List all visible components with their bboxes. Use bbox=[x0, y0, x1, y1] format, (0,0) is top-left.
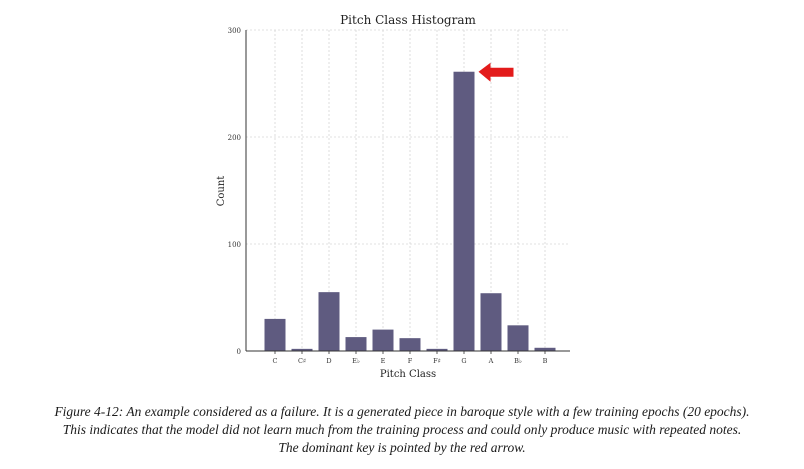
bar-1 bbox=[291, 348, 313, 351]
y-tick-label: 100 bbox=[228, 241, 241, 249]
bars bbox=[264, 71, 556, 351]
bar-10 bbox=[534, 347, 556, 351]
caption-line: Figure 4-12: An example considered as a … bbox=[54, 404, 750, 419]
caption-line: This indicates that the model did not le… bbox=[62, 422, 742, 437]
x-tick-label: A bbox=[488, 357, 494, 365]
pitch-class-histogram: 0 100 200 300 C C♯ D E♭ E F F♯ G A B♭ B Pitch Class H… bbox=[216, 13, 570, 380]
caption-line: The dominant key is pointed by the red a… bbox=[278, 440, 526, 455]
y-axis-label: Count bbox=[216, 176, 227, 207]
y-tick-label: 200 bbox=[228, 134, 241, 142]
x-tick-label: C♯ bbox=[298, 357, 306, 365]
x-tick-label: D bbox=[326, 357, 331, 365]
bar-6 bbox=[426, 348, 448, 351]
y-tick-label: 300 bbox=[228, 27, 241, 35]
bar-8 bbox=[480, 293, 502, 351]
x-tick-label: E bbox=[381, 357, 386, 365]
x-tick-label: F♯ bbox=[433, 357, 441, 365]
grid-lines bbox=[246, 29, 570, 351]
chart-title: Pitch Class Histogram bbox=[340, 13, 476, 27]
x-tick-label: B♭ bbox=[514, 357, 522, 365]
bar-5 bbox=[399, 338, 421, 351]
bar-7 bbox=[453, 71, 475, 351]
x-tick-label: B bbox=[543, 357, 548, 365]
x-tick-label: C bbox=[273, 357, 278, 365]
figure-caption: Figure 4-12: An example considered as a … bbox=[0, 403, 804, 457]
axes bbox=[245, 30, 570, 352]
y-tick-label: 0 bbox=[237, 348, 241, 356]
x-axis-label: Pitch Class bbox=[380, 369, 436, 380]
x-tick-label: F bbox=[408, 357, 413, 365]
x-tick-label: E♭ bbox=[352, 357, 360, 365]
x-tick-label: G bbox=[461, 357, 466, 365]
bar-2 bbox=[318, 292, 340, 351]
red-arrow-icon bbox=[478, 62, 514, 82]
y-tick-labels: 0 100 200 300 bbox=[228, 27, 241, 356]
annotation bbox=[478, 62, 514, 82]
bar-9 bbox=[507, 325, 529, 351]
bar-4 bbox=[372, 329, 394, 351]
x-tick-labels: C C♯ D E♭ E F F♯ G A B♭ B bbox=[273, 351, 548, 365]
bar-0 bbox=[264, 318, 286, 351]
bar-3 bbox=[345, 337, 367, 351]
